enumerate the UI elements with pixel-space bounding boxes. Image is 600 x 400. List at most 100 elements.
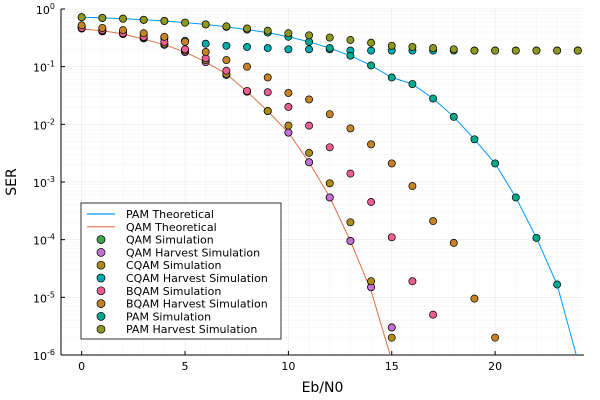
data-point (284, 89, 293, 97)
simulation-points (77, 13, 582, 342)
data-point (263, 26, 272, 35)
data-point (305, 121, 314, 130)
legend-marker-swatch (96, 273, 106, 283)
y-tick-label: 10-3 (33, 175, 55, 190)
data-point (201, 47, 210, 56)
data-point (181, 18, 189, 27)
data-point (325, 193, 334, 202)
legend-label: QAM Harvest Simulation (126, 246, 260, 259)
data-point (263, 44, 272, 53)
data-point (491, 46, 500, 55)
data-point (532, 234, 541, 242)
legend-label: QAM Simulation (126, 234, 214, 247)
data-point (387, 73, 396, 82)
data-point (160, 17, 169, 25)
data-point (532, 46, 541, 55)
data-point (119, 26, 127, 35)
data-point (449, 45, 458, 54)
legend-label: CQAM Simulation (126, 259, 221, 272)
legend-label: CQAM Harvest Simulation (126, 272, 268, 285)
x-axis-label: Eb/N0 (302, 380, 344, 396)
legend-label: PAM Simulation (126, 310, 211, 323)
legend-label: PAM Harvest Simulation (126, 323, 257, 336)
data-point (222, 66, 231, 75)
data-point (201, 20, 210, 29)
data-point (77, 21, 86, 30)
y-tick-label: 10-1 (33, 60, 55, 75)
data-point (408, 80, 417, 88)
data-point (429, 217, 438, 226)
data-point (408, 277, 417, 286)
legend-label: PAM Theoretical (126, 208, 214, 221)
x-tick-label: 20 (488, 360, 502, 373)
data-point (346, 36, 355, 44)
x-tick-label: 15 (385, 360, 399, 373)
legend-marker-swatch (96, 312, 106, 321)
y-tick-label: 10-6 (33, 348, 55, 363)
data-point (387, 233, 396, 242)
data-point (553, 46, 562, 55)
data-point (119, 14, 127, 23)
data-point (263, 107, 272, 115)
legend-marker-swatch (96, 299, 106, 308)
data-point (160, 32, 169, 41)
legend-box (80, 202, 282, 340)
data-point (553, 280, 562, 289)
data-point (305, 37, 314, 46)
data-point (408, 182, 417, 191)
data-point (325, 33, 334, 42)
data-point (387, 41, 396, 50)
data-point (449, 238, 458, 247)
data-point (346, 51, 355, 60)
legend-marker-swatch (96, 260, 106, 270)
data-point (367, 198, 376, 206)
data-point (139, 29, 148, 38)
data-point (98, 13, 107, 22)
tick-labels: 0 5 10 15 20 10-6 10-5 10-4 10-3 10-2 10-1 100 (33, 2, 502, 373)
data-point (491, 159, 500, 168)
data-point (222, 56, 231, 65)
y-tick-label: 10-5 (33, 290, 55, 305)
data-point (222, 22, 231, 31)
data-point (181, 45, 189, 54)
legend-marker-swatch (96, 324, 106, 334)
legend-marker-swatch (96, 248, 106, 257)
data-point (284, 128, 293, 137)
data-point (284, 29, 293, 38)
data-point (305, 45, 314, 54)
data-point (243, 86, 251, 95)
y-axis-label: SER (4, 168, 20, 196)
axes (60, 8, 584, 356)
data-point (511, 46, 520, 55)
data-point (284, 121, 293, 130)
x-tick-label: 5 (182, 360, 189, 373)
data-point (139, 15, 148, 24)
data-point (284, 45, 293, 54)
x-tick-label: 0 (78, 360, 85, 373)
data-point (449, 112, 458, 121)
data-point (346, 218, 355, 227)
data-point (98, 23, 107, 32)
data-point (263, 88, 272, 97)
data-point (243, 62, 251, 71)
data-point (325, 143, 334, 152)
data-point (429, 310, 438, 319)
data-point (243, 42, 251, 51)
data-point (367, 277, 376, 286)
data-point (325, 44, 334, 53)
data-point (325, 179, 334, 188)
data-point (491, 333, 500, 342)
data-point (243, 24, 251, 33)
data-point (387, 159, 396, 168)
data-point (429, 44, 438, 53)
data-point (284, 103, 293, 111)
data-point (470, 135, 479, 144)
data-point (408, 42, 417, 51)
data-point (222, 41, 231, 50)
data-point (346, 169, 355, 178)
data-point (573, 46, 582, 55)
legend-label: BQAM Harvest Simulation (126, 298, 268, 311)
